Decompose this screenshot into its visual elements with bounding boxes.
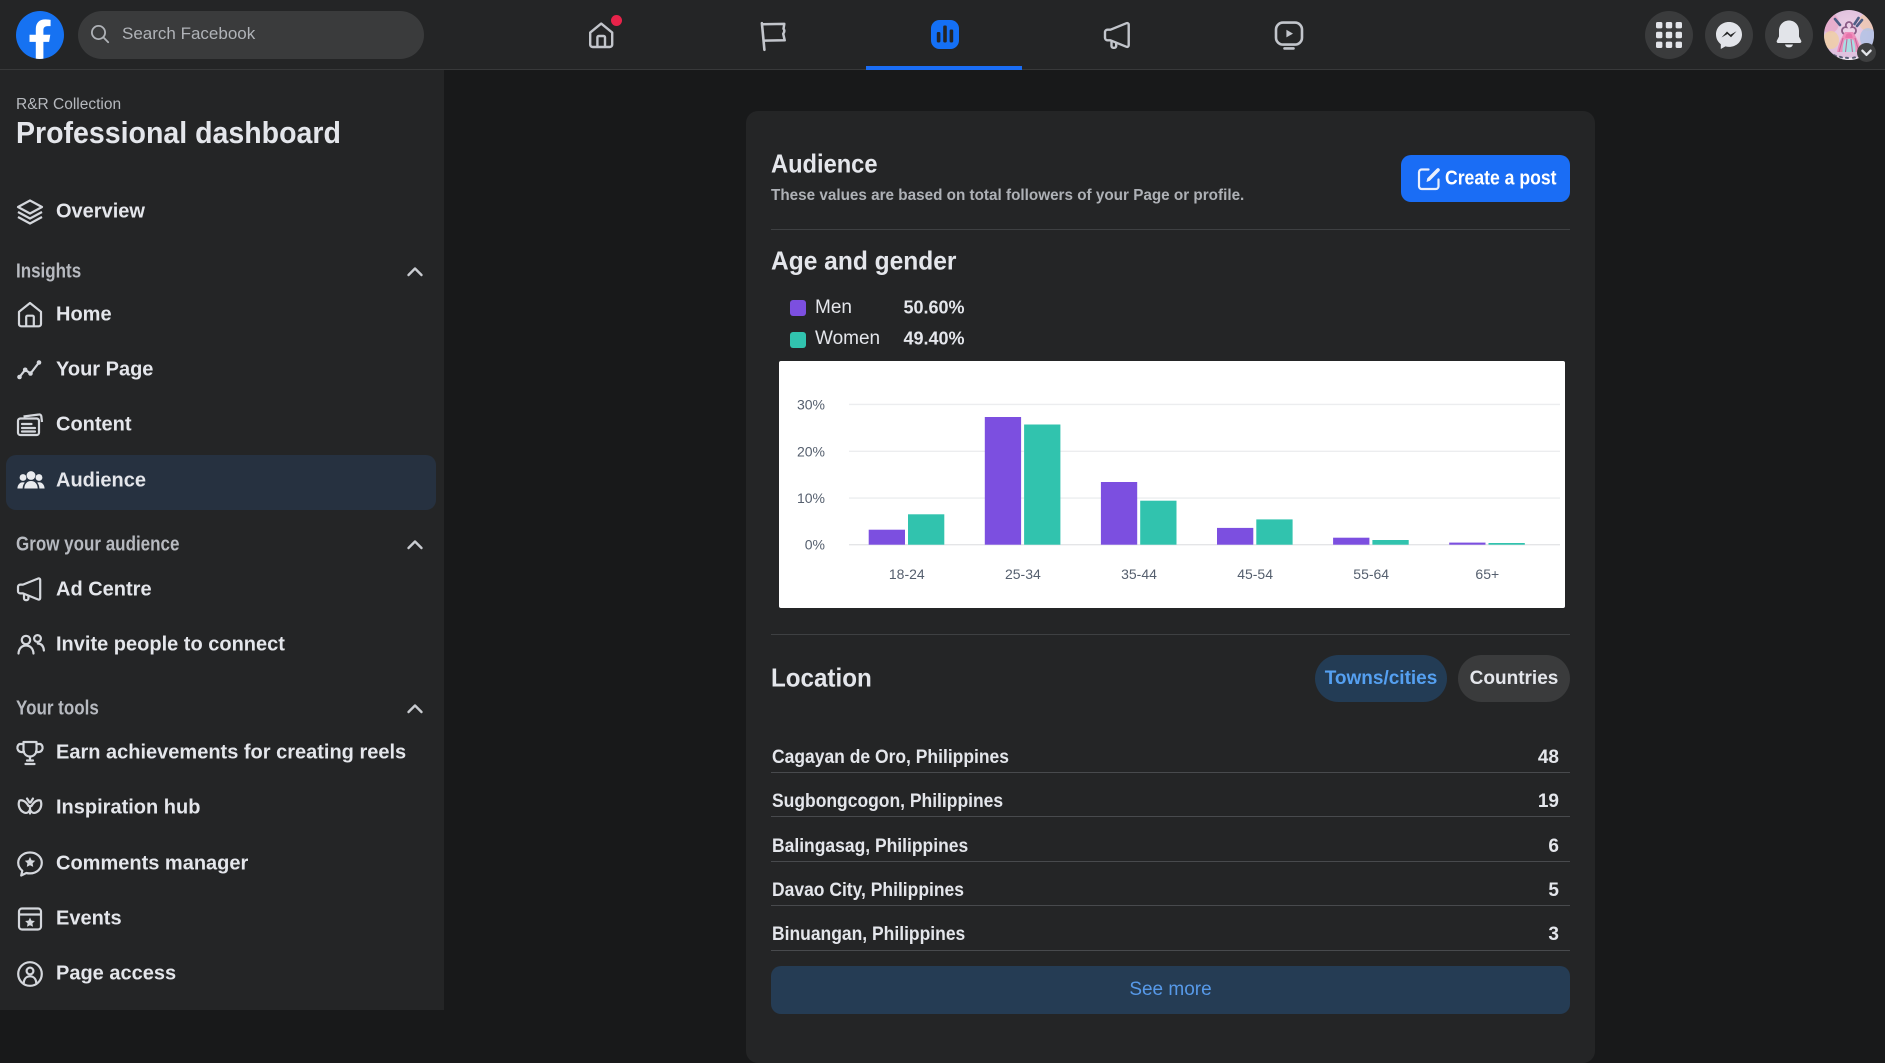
svg-text:65+: 65+ [1475, 566, 1499, 582]
svg-text:10%: 10% [797, 490, 825, 506]
svg-text:0%: 0% [805, 537, 825, 553]
svg-text:18-24: 18-24 [889, 566, 925, 582]
svg-text:35-44: 35-44 [1121, 566, 1157, 582]
svg-text:45-54: 45-54 [1237, 566, 1273, 582]
svg-text:25-34: 25-34 [1005, 566, 1041, 582]
svg-text:20%: 20% [797, 443, 825, 459]
svg-text:55-64: 55-64 [1353, 566, 1389, 582]
svg-text:30%: 30% [797, 396, 825, 412]
